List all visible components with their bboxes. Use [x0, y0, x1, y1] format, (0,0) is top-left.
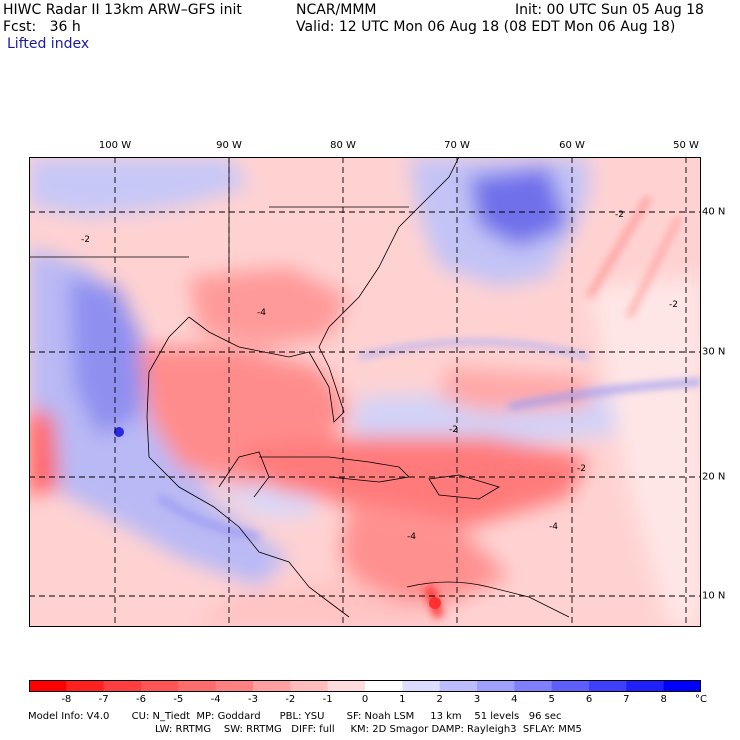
colorbar-swatch [215, 680, 254, 692]
colorbar-tick-label: 4 [511, 694, 518, 705]
model-info-line2: LW: RRTMG SW: RRTMG DIFF: full KM: 2D Sm… [155, 724, 582, 735]
init-time: Init: 00 UTC Sun 05 Aug 18 [515, 2, 704, 18]
lon-label-100w: 100 W [98, 140, 132, 151]
colorbar-tick-label: 5 [548, 694, 555, 705]
contour-label: -4 [407, 532, 416, 542]
colorbar-swatch [103, 680, 142, 692]
colorbar-swatch [551, 680, 590, 692]
contour-label: -2 [81, 235, 90, 245]
colorbar-tick-label: -5 [173, 694, 184, 705]
colorbar-tick-label: 0 [361, 694, 369, 705]
colorbar-swatch [402, 680, 441, 692]
contour-label: -4 [257, 308, 266, 318]
colorbar-tick-label: -4 [210, 694, 221, 705]
colorbar-tick-label: -8 [61, 694, 72, 705]
colorbar-swatch [290, 680, 329, 692]
colorbar [29, 680, 701, 692]
map-title: HIWC Radar II 13km ARW–GFS init [3, 2, 242, 18]
colorbar-swatch [66, 680, 105, 692]
colorbar-tick-label: 8 [660, 694, 667, 705]
colorbar-swatch [29, 680, 67, 692]
lon-label-80w: 80 W [330, 140, 356, 151]
forecast-hour: Fcst: 36 h [3, 19, 81, 35]
field-name: Lifted index [7, 36, 90, 52]
lon-label-90w: 90 W [216, 140, 242, 151]
colorbar-swatch [253, 680, 291, 692]
lat-label-10n: 10 N [702, 590, 726, 602]
lat-label-40n: 40 N [702, 206, 726, 218]
colorbar-tick-label: -2 [285, 694, 296, 705]
colorbar-swatch [327, 680, 366, 692]
contour-label: -2 [669, 300, 678, 310]
contour-label: -2 [577, 464, 586, 474]
colorbar-tick-label: 6 [585, 694, 593, 705]
org-label: NCAR/MMM [296, 2, 377, 18]
contour-label: -2 [449, 425, 458, 435]
contour-label: -4 [549, 522, 558, 532]
colorbar-swatch [365, 680, 403, 692]
colorbar-tick-label: -7 [98, 694, 109, 705]
colorbar-swatch [477, 680, 515, 692]
contour-label: -2 [615, 210, 624, 220]
colorbar-swatch [626, 680, 665, 692]
lon-label-60w: 60 W [559, 140, 585, 151]
colorbar-swatch [439, 680, 478, 692]
lon-label-70w: 70 W [444, 140, 470, 151]
colorbar-tick-label: 1 [399, 694, 406, 705]
model-info-line1: Model Info: V4.0 CU: N_Tiedt MP: Goddard… [28, 711, 562, 722]
colorbar-swatch [141, 680, 179, 692]
colorbar-tick-label: -6 [136, 694, 146, 705]
colorbar-tick-label: 2 [436, 694, 443, 705]
colorbar-tick-label: -1 [322, 694, 333, 705]
colorbar-tick-label: 7 [623, 694, 630, 705]
colorbar-tick-label: -3 [248, 694, 258, 705]
valid-time: Valid: 12 UTC Mon 06 Aug 18 (08 EDT Mon … [296, 19, 676, 35]
colorbar-swatch [663, 680, 701, 692]
colorbar-tick-label: 3 [473, 694, 481, 705]
lat-label-30n: 30 N [702, 346, 726, 358]
colorbar-swatch [178, 680, 217, 692]
colorbar-swatch [514, 680, 553, 692]
colorbar-unit: °C [695, 694, 707, 705]
lon-label-50w: 50 W [673, 140, 699, 151]
colorbar-swatch [589, 680, 627, 692]
lat-label-20n: 20 N [702, 471, 726, 483]
lifted-index-map: -2 -2 -4 -4 -2 -2 -2 -4 [29, 157, 701, 627]
